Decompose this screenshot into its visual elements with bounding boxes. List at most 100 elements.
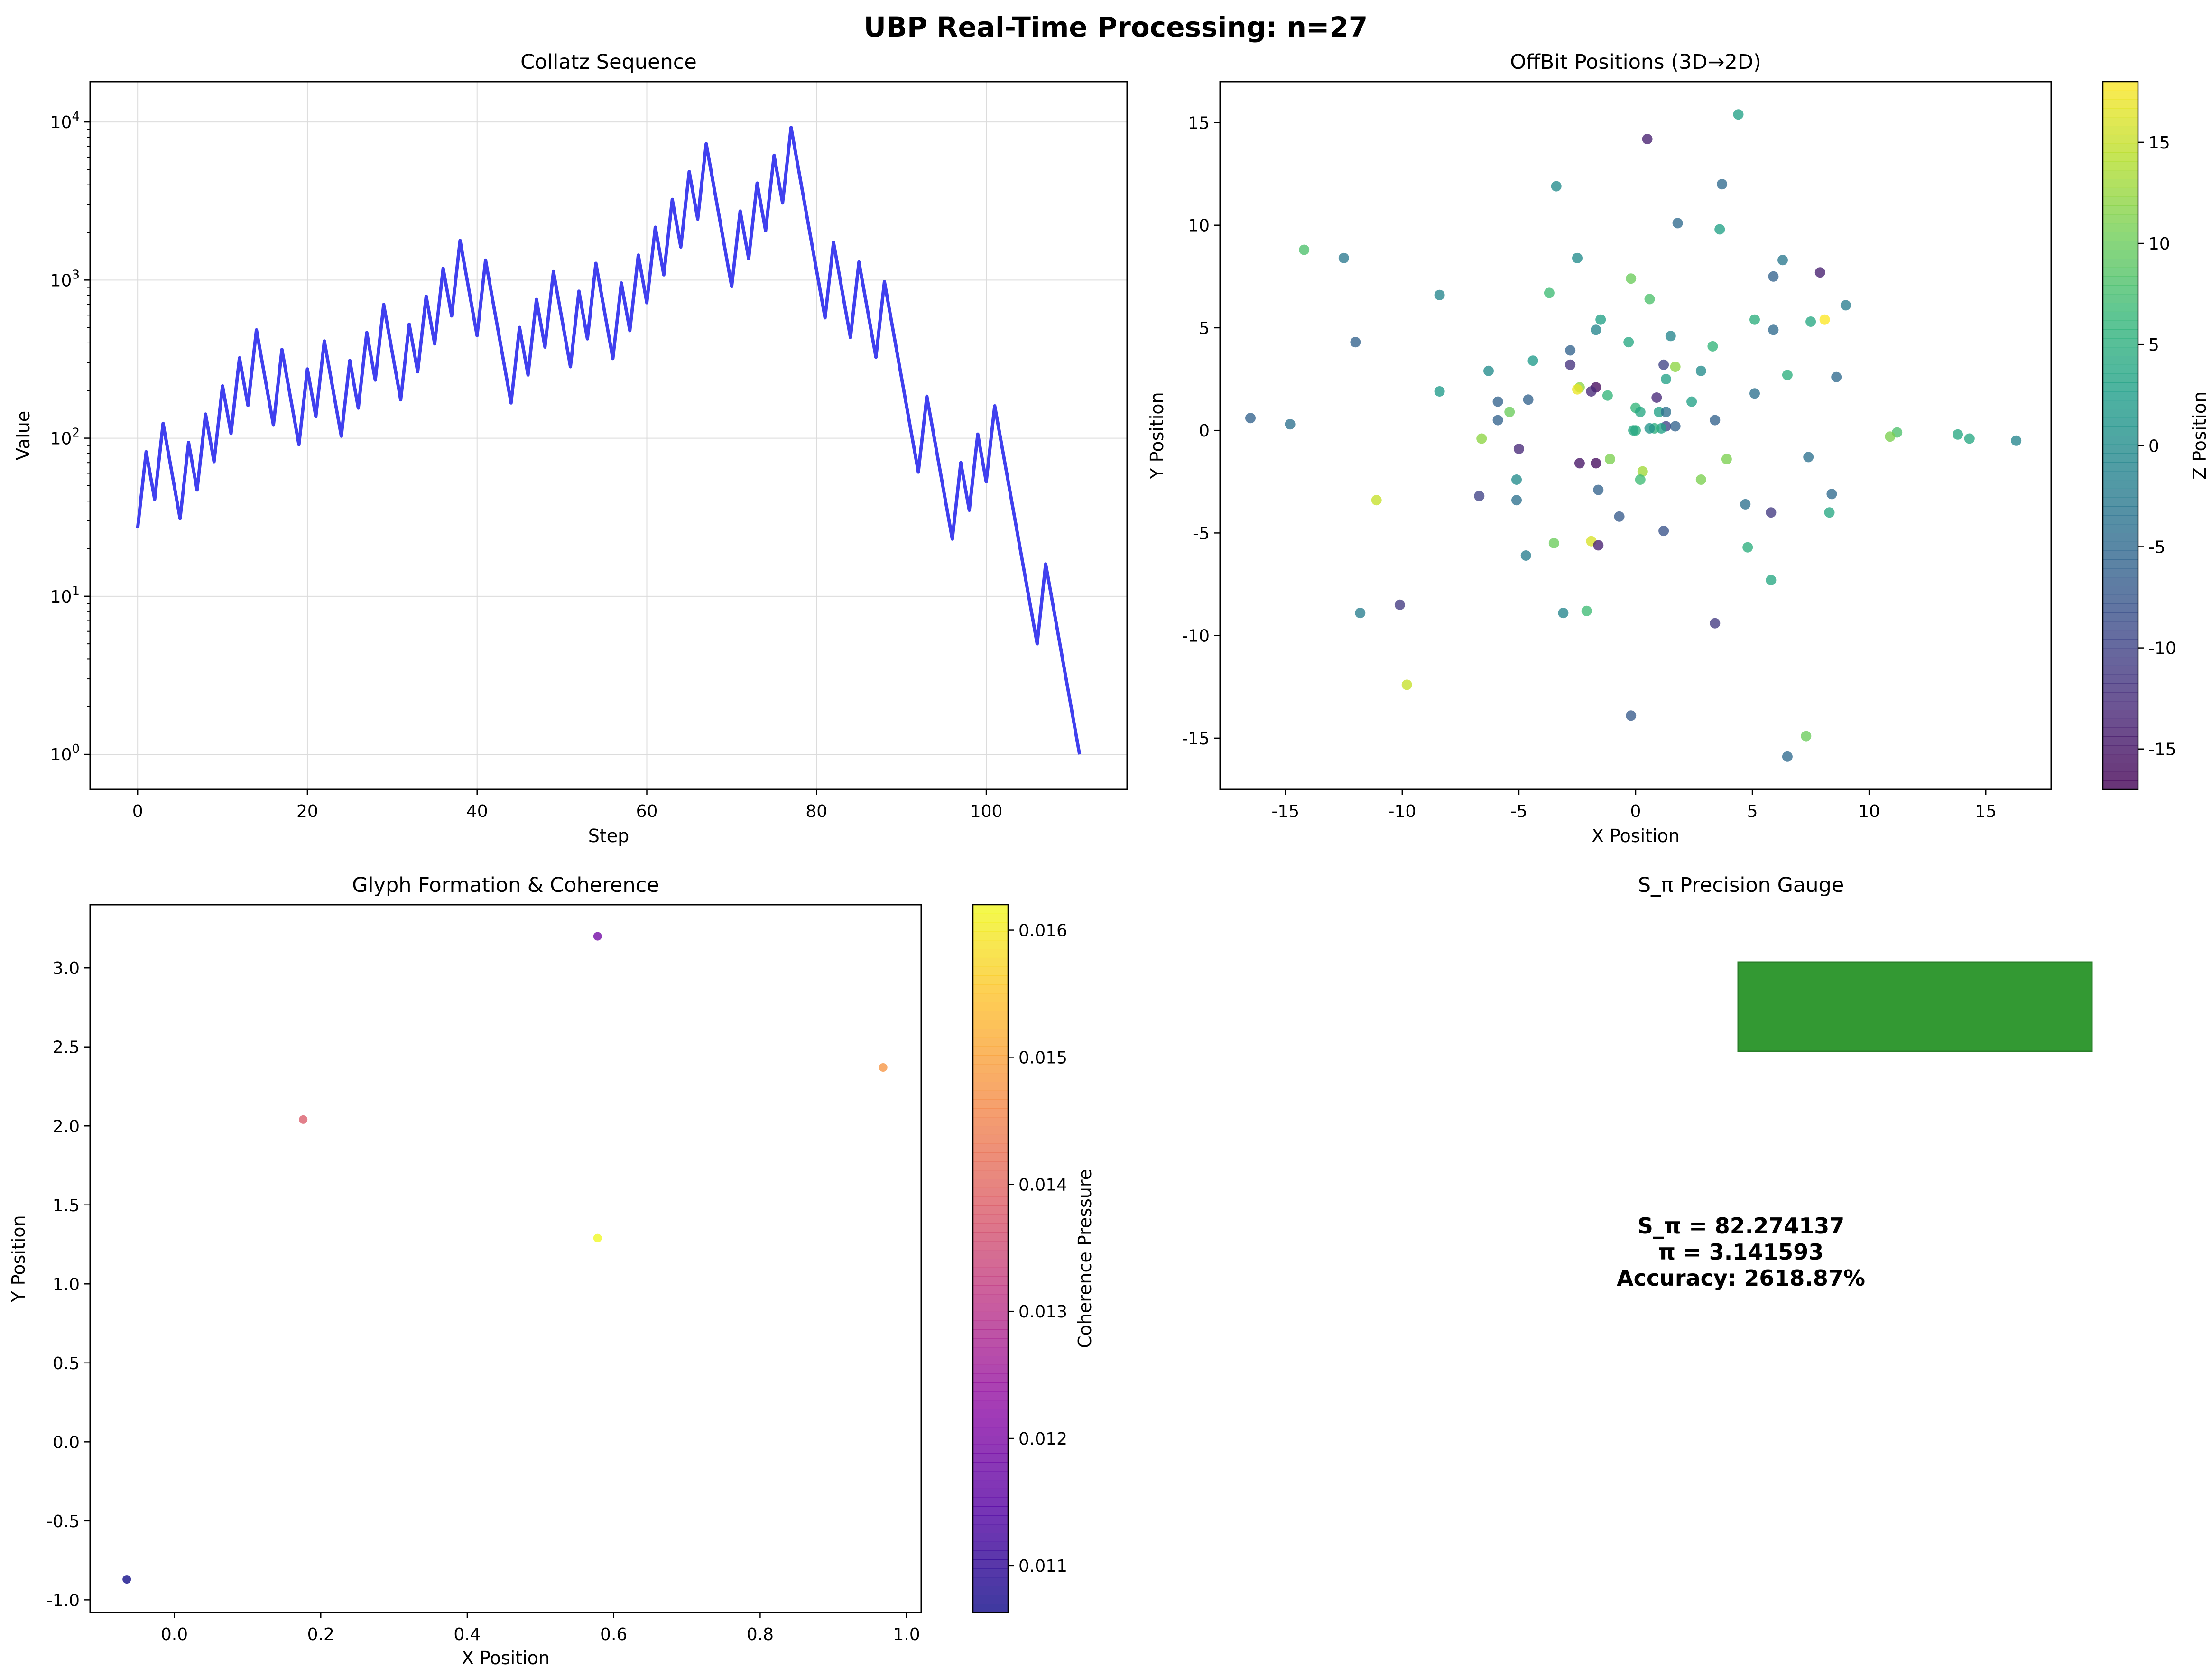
glyph-colorbar-segment — [973, 1382, 1008, 1392]
offbit-point — [1626, 273, 1637, 284]
glyph-colorbar-segment — [973, 1011, 1008, 1020]
glyph-point — [879, 1063, 888, 1072]
glyph-tick-label-y: -0.5 — [46, 1512, 80, 1531]
offbit-colorbar-segment — [2103, 630, 2138, 640]
offbit-point — [1511, 474, 1522, 485]
gauge-title: S_π Precision Gauge — [1638, 873, 1844, 897]
offbit-point — [1824, 507, 1835, 518]
offbit-colorbar-segment — [2103, 267, 2138, 277]
offbit-point — [1644, 294, 1655, 305]
offbit-point — [1565, 359, 1576, 370]
offbit-point — [1504, 407, 1515, 417]
collatz-tick-label-x: 20 — [296, 802, 318, 821]
collatz-tick-label-x: 40 — [466, 802, 488, 821]
collatz-axes-frame — [89, 81, 1128, 790]
glyph-colorbar-segment — [973, 1444, 1008, 1454]
glyph-colorbar-segment — [973, 1090, 1008, 1100]
glyph-colorbar-segment — [973, 1117, 1008, 1127]
glyph-colorbar-segment — [973, 975, 1008, 985]
offbit-point — [1665, 331, 1676, 342]
glyph-colorbar-segment — [973, 1082, 1008, 1091]
glyph-colorbar-tick-label: 0.015 — [1018, 1048, 1067, 1067]
offbit-colorbar-tick-label: 0 — [2148, 436, 2159, 456]
offbit-colorbar-segment — [2103, 568, 2138, 578]
glyph-tick-label-y: 1.0 — [53, 1275, 80, 1294]
offbit-point — [1572, 252, 1583, 263]
offbit-colorbar-segment — [2103, 364, 2138, 374]
offbit-colorbar-segment — [2103, 143, 2138, 153]
offbit-tick-label-y: -5 — [1193, 524, 1210, 543]
offbit-colorbar-segment — [2103, 559, 2138, 569]
glyph-points — [122, 932, 888, 1584]
offbit-colorbar-segment — [2103, 754, 2138, 763]
offbit-tick-label-x: -5 — [1510, 802, 1527, 821]
offbit-colorbar-segment — [2103, 763, 2138, 772]
offbit-tick-label-x: 0 — [1630, 802, 1641, 821]
glyph-colorbar-segment — [973, 1471, 1008, 1481]
offbit-point — [1740, 499, 1751, 510]
glyph-colorbar-segment — [973, 1373, 1008, 1383]
collatz-tick-label-x: 60 — [636, 802, 658, 821]
offbit-point — [1581, 605, 1592, 616]
offbit-point — [1476, 433, 1487, 444]
offbit-title: OffBit Positions (3D→2D) — [1510, 50, 1761, 74]
offbit-tick-label-x: 5 — [1747, 802, 1758, 821]
offbit-colorbar-segment — [2103, 285, 2138, 295]
offbit-point — [1492, 396, 1503, 407]
offbit-colorbar-segment — [2103, 187, 2138, 197]
offbit-colorbar-segment — [2103, 692, 2138, 702]
offbit-colorbar-segment — [2103, 594, 2138, 604]
offbit-point — [1285, 419, 1296, 430]
offbit-point — [1670, 362, 1681, 372]
offbit-colorbar-segment — [2103, 436, 2138, 445]
offbit-colorbar-segment — [2103, 311, 2138, 321]
glyph-colorbar-segment — [973, 966, 1008, 976]
glyph-colorbar-segment — [973, 1232, 1008, 1242]
offbit-colorbar-segment — [2103, 82, 2138, 91]
offbit-point — [1642, 134, 1653, 145]
offbit-colorbar-segment — [2103, 426, 2138, 436]
offbit-point — [1520, 550, 1531, 561]
offbit-point — [1635, 474, 1646, 485]
offbit-point — [1803, 452, 1814, 463]
offbit-point — [1511, 495, 1522, 506]
offbit-colorbar-segment — [2103, 373, 2138, 383]
offbit-point — [1733, 109, 1744, 120]
offbit-tick-label-y: -10 — [1182, 627, 1210, 646]
glyph-colorbar-segment — [973, 1285, 1008, 1295]
offbit-point — [1371, 495, 1382, 506]
offbit-point — [1953, 429, 1963, 440]
offbit-colorbar-tick-label: 10 — [2148, 234, 2170, 254]
offbit-colorbar-segment — [2103, 347, 2138, 356]
glyph-tick-label-y: 0.5 — [53, 1354, 80, 1373]
offbit-tick-label-y: -15 — [1182, 729, 1210, 749]
glyph-colorbar-segment — [973, 1126, 1008, 1135]
offbit-point — [1710, 618, 1721, 629]
glyph-colorbar-segment — [973, 1073, 1008, 1082]
offbit-colorbar-segment — [2103, 205, 2138, 215]
offbit-colorbar-segment — [2103, 303, 2138, 312]
offbit-colorbar-segment — [2103, 179, 2138, 188]
collatz-grid — [90, 82, 1127, 789]
glyph-colorbar-segment — [973, 1214, 1008, 1224]
offbit-point — [1742, 542, 1753, 553]
offbit-colorbar-segment — [2103, 338, 2138, 348]
offbit-colorbar-segment — [2103, 471, 2138, 481]
offbit-colorbar-tick-label: -5 — [2148, 538, 2166, 557]
offbit-point — [1768, 271, 1779, 282]
glyph-axes-frame — [89, 904, 922, 1613]
glyph-colorbar-segment — [973, 1604, 1008, 1613]
gauge-accuracy: Accuracy: 2618.87% — [1617, 1265, 1865, 1291]
offbit-point — [1628, 425, 1639, 436]
offbit-colorbar-segment — [2103, 320, 2138, 330]
glyph-colorbar-label: Coherence Pressure — [1074, 1169, 1095, 1348]
glyph-colorbar-segment — [973, 1533, 1008, 1542]
glyph-colorbar-segment — [973, 1488, 1008, 1498]
offbit-point — [1595, 314, 1606, 325]
glyph-colorbar-segment — [973, 1550, 1008, 1560]
offbit-point — [1586, 386, 1597, 397]
offbit-point — [1766, 575, 1777, 585]
offbit-tick-label-x: 15 — [1975, 802, 1997, 821]
